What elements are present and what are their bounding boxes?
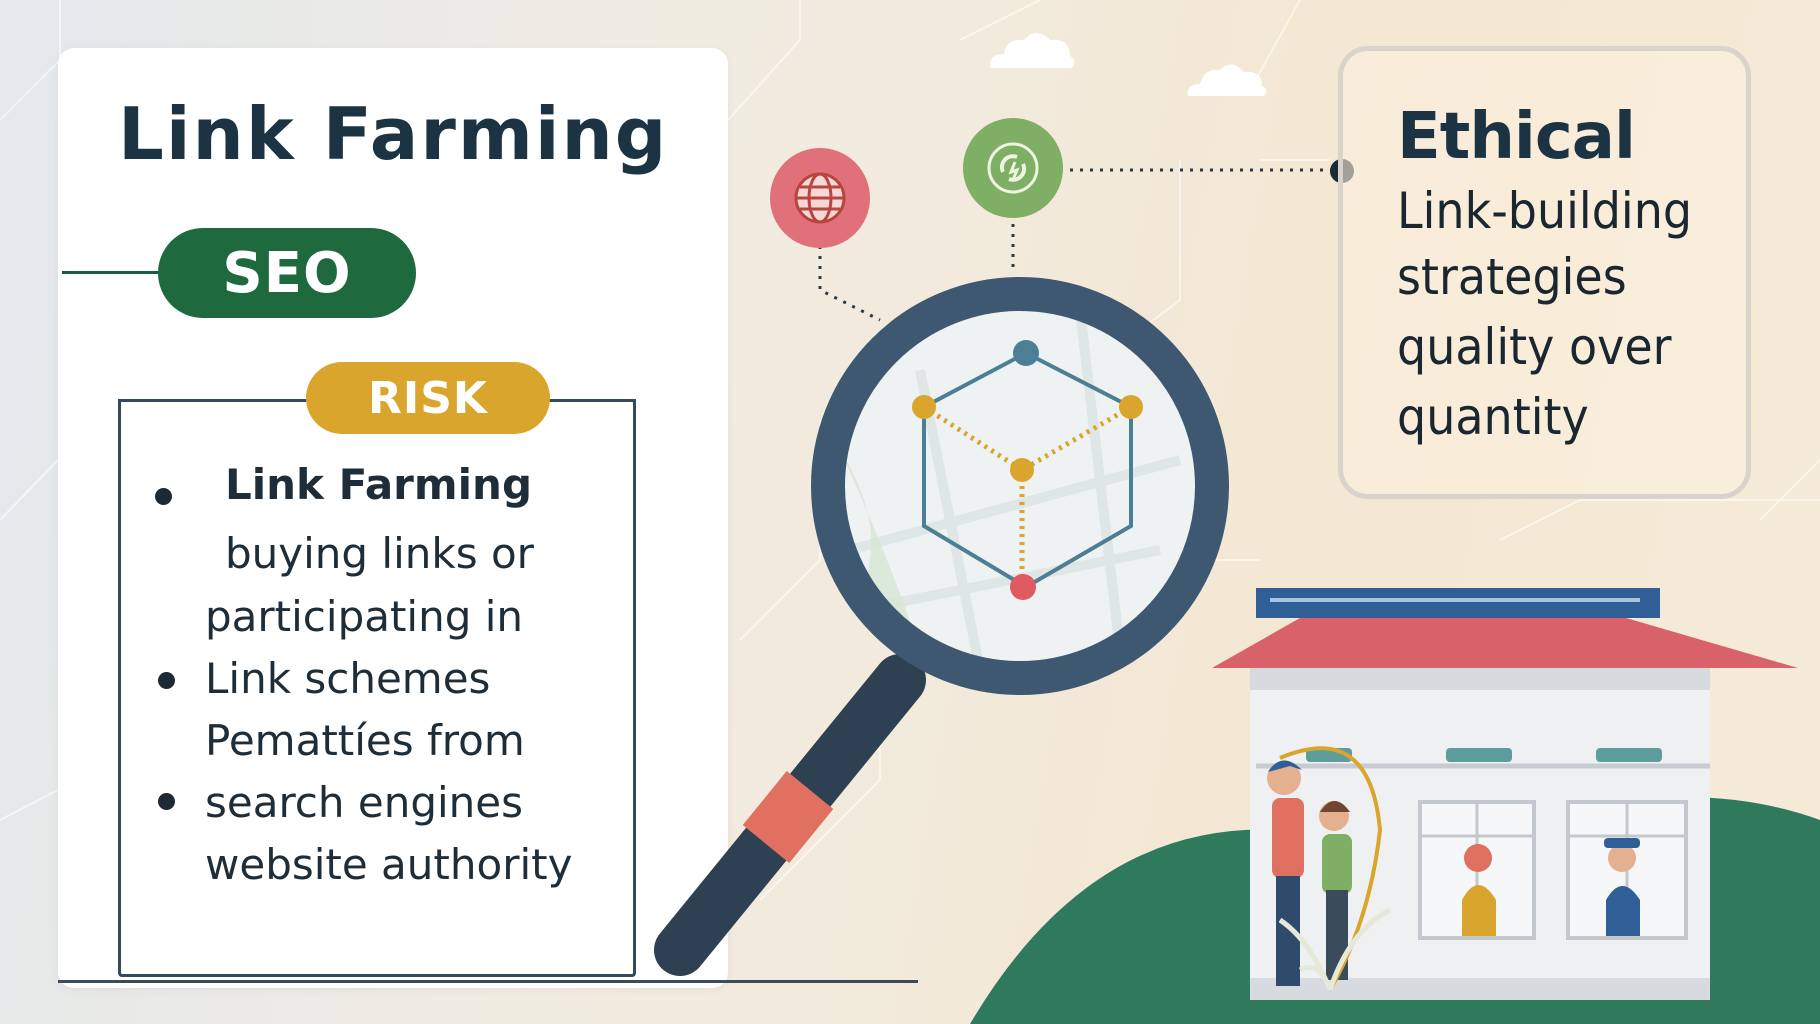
refresh-icon — [963, 118, 1063, 218]
ethical-line: quality over — [1397, 318, 1672, 376]
ground-line — [58, 980, 918, 983]
risk-list-item: Link schemes — [205, 654, 491, 703]
ethical-line: quantity — [1397, 388, 1589, 446]
cloud-icon — [989, 33, 1075, 68]
ethical-card — [1338, 46, 1751, 499]
risk-list-item: website authority — [205, 840, 573, 889]
seo-badge: SEO — [158, 228, 416, 318]
ethical-line: strategies — [1397, 248, 1627, 306]
ethical-title: Ethical — [1397, 100, 1636, 174]
risk-list-item: buying links or — [225, 529, 534, 578]
magnifier-icon — [654, 277, 1229, 976]
bullet-point — [158, 672, 175, 689]
seo-connector-line — [62, 271, 162, 274]
risk-list-item: Pemattíes from — [205, 716, 525, 765]
bullet-point — [158, 793, 175, 810]
card-title: Link Farming — [118, 92, 669, 176]
ethical-line: Link-building — [1397, 182, 1693, 240]
risk-badge: RISK — [306, 362, 550, 434]
risk-box-border — [546, 399, 636, 402]
risk-box-border — [118, 399, 308, 402]
cloud-icon — [1187, 64, 1267, 96]
bullet-point — [155, 488, 172, 505]
globe-icon — [770, 148, 870, 248]
risk-box — [118, 399, 636, 977]
risk-list-item: search engines — [205, 778, 523, 827]
house-scene — [970, 588, 1820, 1024]
risk-list-item: participating in — [205, 592, 524, 641]
link-farming-card — [58, 48, 728, 988]
risk-list-item: Link Farming — [225, 460, 533, 509]
